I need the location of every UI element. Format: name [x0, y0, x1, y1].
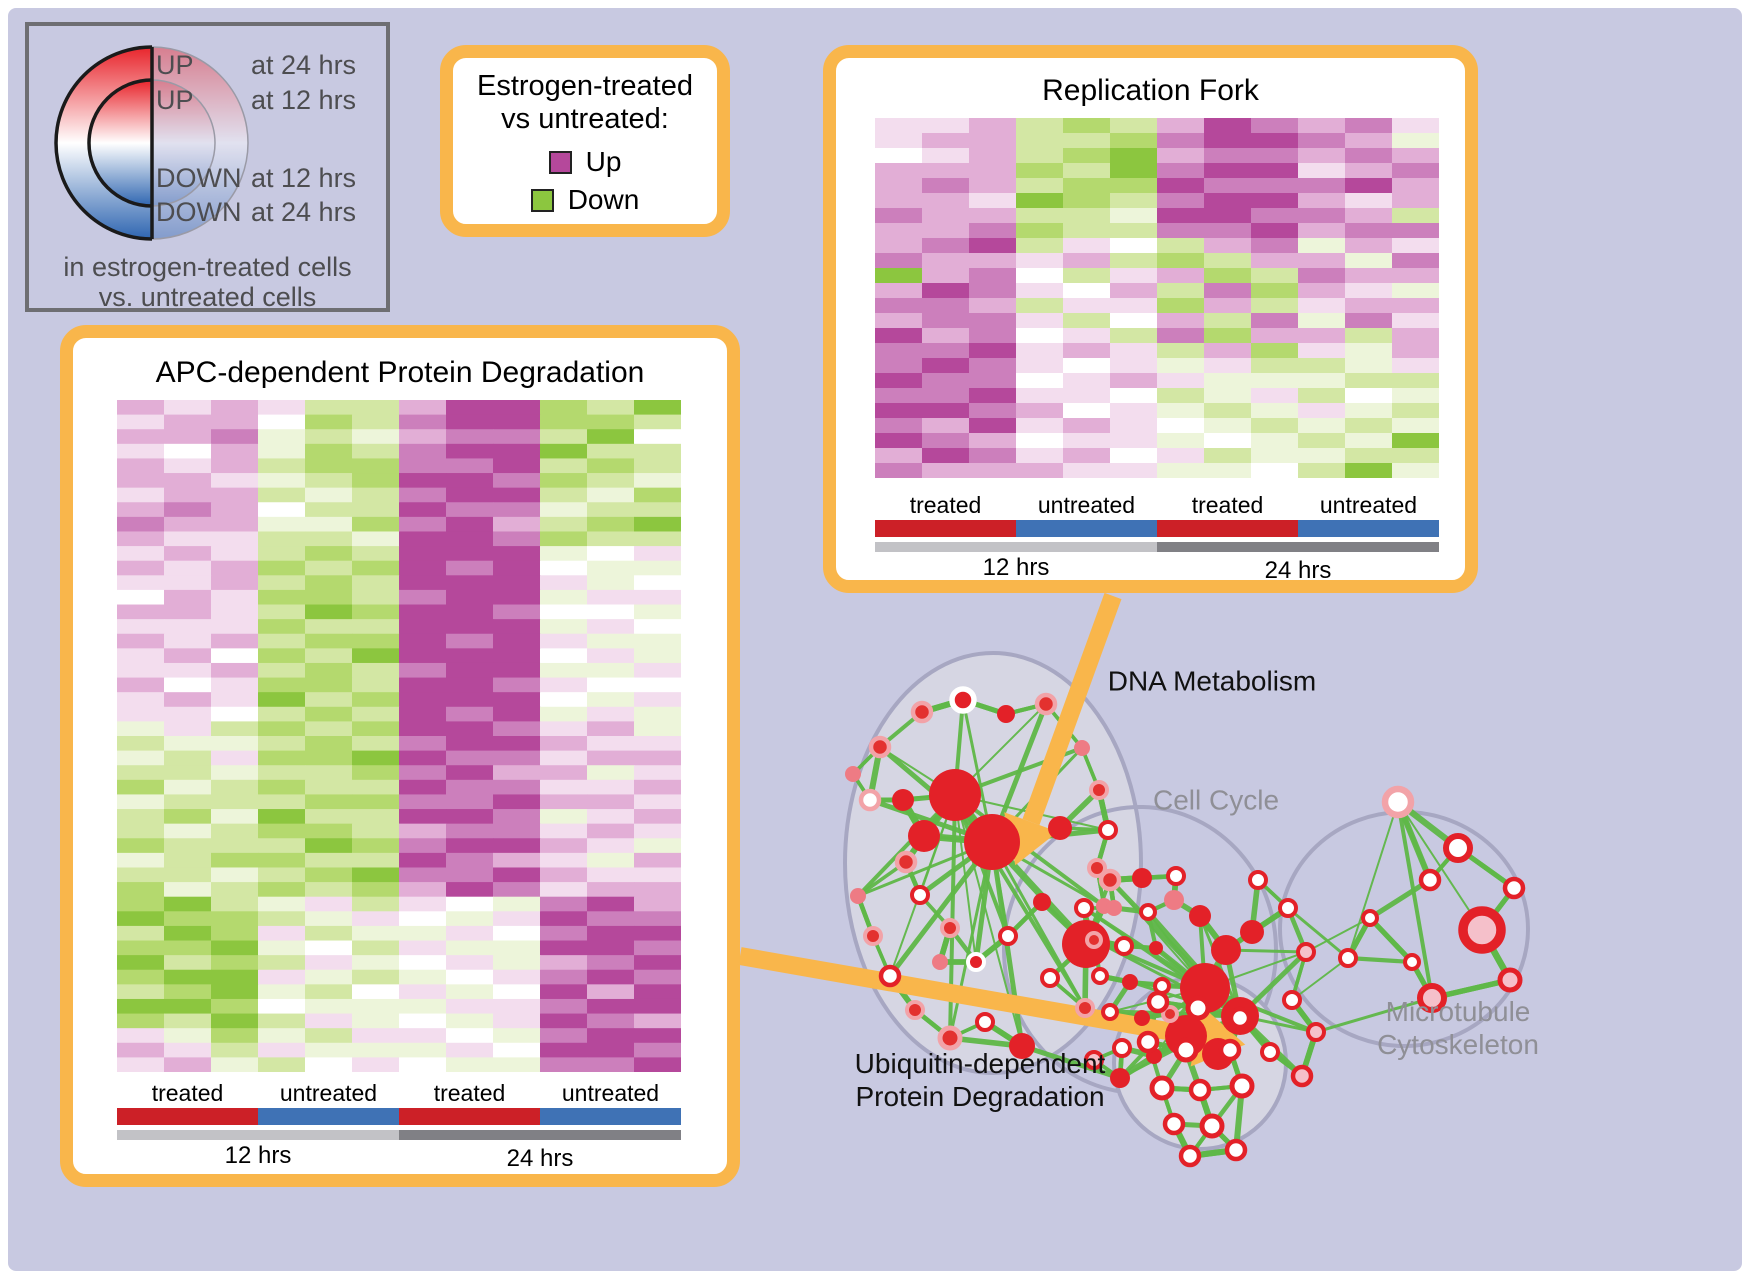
apc-panel: APC-dependent Protein Degradation treate…: [60, 325, 740, 1187]
apc-time-bar: [117, 1130, 681, 1140]
at-24hrs-label-top: at 24 hrs: [251, 50, 357, 80]
apc-heatmap: [117, 400, 681, 1072]
up-24-label: UP: [156, 50, 194, 80]
apc-condition-bar: [117, 1108, 681, 1125]
replication-fork-title: Replication Fork: [1042, 74, 1259, 107]
ubiquitin-degradation-label: Ubiquitin-dependent Protein Degradation: [854, 1048, 1106, 1112]
untreated-bar-segment: [258, 1108, 399, 1125]
group-label: untreated: [1319, 492, 1418, 518]
replication-fork-group-labels: treated untreated treated untreated: [875, 492, 1439, 519]
at-24hrs-label-bottom: at 24 hrs: [251, 197, 357, 227]
replication-fork-heatmap: [875, 118, 1439, 478]
untreated-bar-segment: [1016, 520, 1157, 537]
updown-radial-legend-box: UP UP DOWN DOWN at 24 hrs at 12 hrs at 1…: [25, 22, 390, 312]
replication-fork-condition-bar: [875, 520, 1439, 537]
down-24-label: DOWN: [156, 197, 242, 227]
down-12-label: DOWN: [156, 163, 242, 193]
group-label: untreated: [279, 1080, 378, 1106]
legend-row-down: Down: [453, 184, 717, 216]
group-label: treated: [433, 1080, 506, 1106]
apc-title: APC-dependent Protein Degradation: [155, 356, 645, 389]
time-24-bar: [1157, 542, 1439, 552]
time-label-12hrs: 12 hrs: [982, 554, 1050, 581]
untreated-bar-segment: [540, 1108, 681, 1125]
dna-metabolism-label: DNA Metabolism: [1107, 665, 1317, 697]
apc-group-labels: treated untreated treated untreated: [117, 1080, 681, 1107]
treated-bar-segment: [875, 520, 1016, 537]
radial-legend-caption-1: in estrogen-treated cells: [63, 252, 352, 282]
treated-bar-segment: [399, 1108, 540, 1125]
at-12hrs-label-top: at 12 hrs: [251, 85, 357, 115]
up-color-swatch: [548, 150, 572, 174]
group-label: untreated: [561, 1080, 660, 1106]
time-12-bar: [117, 1130, 399, 1140]
group-label: treated: [909, 492, 982, 518]
up-12-label: UP: [156, 85, 194, 115]
microtubule-cytoskeleton-label: Microtubule Cytoskeleton: [1377, 996, 1539, 1060]
up-label: Up: [585, 146, 622, 177]
time-12-bar: [875, 542, 1157, 552]
treated-bar-segment: [117, 1108, 258, 1125]
treated-bar-segment: [1157, 520, 1298, 537]
color-legend-title-2: vs untreated:: [501, 103, 669, 135]
time-label-24hrs: 24 hrs: [506, 1145, 574, 1172]
updown-color-legend-box: Estrogen-treated vs untreated: Up Down: [440, 45, 730, 237]
cell-cycle-label: Cell Cycle: [1152, 784, 1280, 816]
untreated-bar-segment: [1298, 520, 1439, 537]
group-label: treated: [1191, 492, 1264, 518]
updown-radial-legend-icon: [54, 45, 249, 241]
time-24-bar: [399, 1130, 681, 1140]
at-12hrs-label-bottom: at 12 hrs: [251, 163, 357, 193]
group-label: treated: [151, 1080, 224, 1106]
radial-legend-caption-2: vs. untreated cells: [98, 282, 317, 312]
down-color-swatch: [530, 188, 554, 212]
color-legend-title-1: Estrogen-treated: [476, 70, 693, 102]
group-label: untreated: [1037, 492, 1136, 518]
time-label-24hrs: 24 hrs: [1264, 557, 1332, 584]
down-label: Down: [567, 184, 640, 215]
time-label-12hrs: 12 hrs: [224, 1142, 292, 1169]
replication-fork-panel: Replication Fork treated untreated treat…: [823, 45, 1478, 593]
replication-fork-time-bar: [875, 542, 1439, 552]
legend-row-up: Up: [453, 146, 717, 178]
